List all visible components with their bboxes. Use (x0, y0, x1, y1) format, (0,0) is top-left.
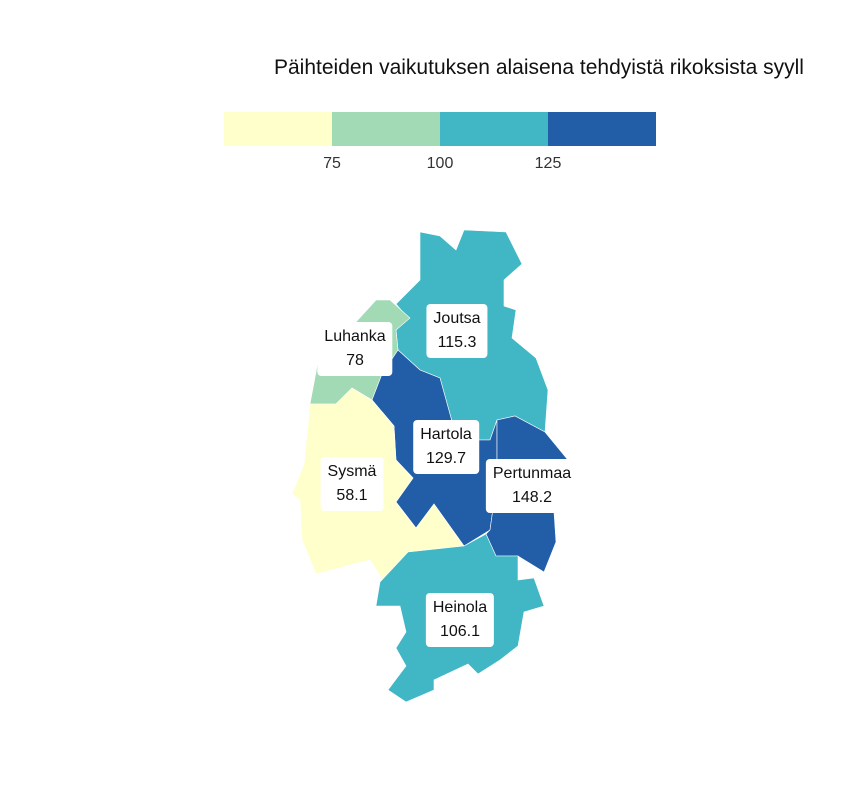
legend-tick-100: 100 (426, 155, 454, 172)
label-hartola: Hartola 129.7 (413, 420, 479, 474)
color-legend (224, 112, 656, 146)
legend-swatch-1 (224, 112, 332, 146)
legend-swatch-4 (548, 112, 656, 146)
label-pertunmaa-value: 148.2 (511, 489, 553, 506)
label-heinola-value: 106.1 (439, 623, 481, 640)
label-heinola-name: Heinola (432, 599, 488, 616)
legend-tick-125: 125 (534, 155, 562, 172)
label-joutsa-value: 115.3 (437, 334, 477, 351)
label-sysma-name: Sysmä (327, 463, 377, 480)
label-hartola-value: 129.7 (425, 450, 467, 467)
legend-swatch-3 (440, 112, 548, 146)
label-heinola: Heinola 106.1 (425, 593, 495, 647)
label-hartola-name: Hartola (420, 426, 472, 443)
legend-ticks: 75 100 125 (0, 155, 864, 175)
label-sysma: Sysmä 58.1 (320, 457, 384, 511)
label-luhanka: Luhanka 78 (317, 322, 393, 376)
label-luhanka-value: 78 (346, 352, 364, 369)
legend-swatch-2 (332, 112, 440, 146)
label-joutsa-name: Joutsa (433, 310, 481, 327)
label-pertunmaa: Pertunmaa 148.2 (485, 459, 579, 513)
legend-tick-75: 75 (323, 155, 341, 172)
label-sysma-value: 58.1 (336, 487, 368, 504)
label-joutsa: Joutsa 115.3 (426, 304, 488, 358)
label-pertunmaa-name: Pertunmaa (492, 465, 572, 482)
label-luhanka-name: Luhanka (324, 328, 386, 345)
map-title: Päihteiden vaikutuksen alaisena tehdyist… (274, 56, 804, 79)
